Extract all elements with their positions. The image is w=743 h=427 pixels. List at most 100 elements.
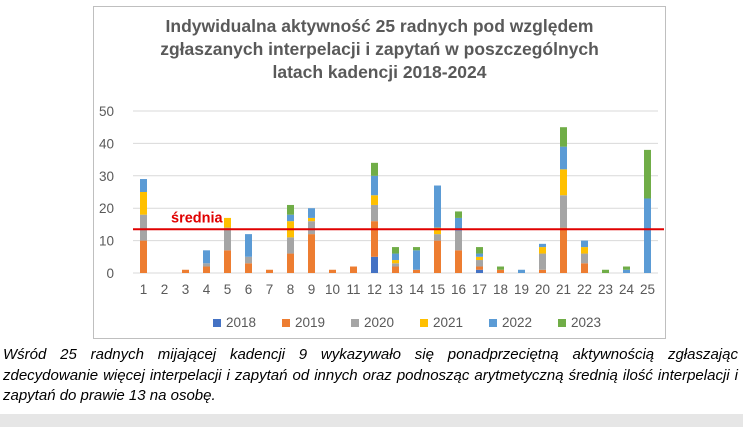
bar-segment-17-2019: [476, 266, 483, 270]
legend-swatch-2019: [282, 319, 290, 327]
bar-segment-18-2019: [497, 269, 504, 273]
x-tick-label-25: 25: [640, 282, 655, 297]
x-tick-label-4: 4: [203, 282, 211, 297]
bar-segment-11-2019: [350, 266, 357, 273]
bar-segment-14-2022: [413, 250, 420, 270]
bar-segment-13-2023: [392, 247, 399, 254]
bar-segment-10-2019: [329, 269, 336, 273]
bar-segment-12-2019: [371, 221, 378, 257]
bar-segment-24-2023: [623, 266, 630, 270]
bar-segment-8-2022: [287, 214, 294, 222]
chart-title-line-1: Indywidualna aktywność 25 radnych pod wz…: [165, 16, 594, 36]
x-tick-label-2: 2: [161, 282, 169, 297]
bar-segment-13-2021: [392, 260, 399, 264]
bar-segment-16-2019: [455, 250, 462, 273]
bar-segment-1-2022: [140, 179, 147, 192]
x-tick-label-8: 8: [287, 282, 295, 297]
bar-segment-1-2020: [140, 214, 147, 241]
bar-segment-1-2019: [140, 240, 147, 273]
x-tick-label-17: 17: [472, 282, 487, 297]
bar-segment-15-2019: [434, 240, 441, 273]
y-tick-label-10: 10: [99, 234, 114, 249]
bar-segment-16-2020: [455, 230, 462, 251]
bar-segment-22-2021: [581, 247, 588, 254]
bar-segment-17-2018: [476, 269, 483, 273]
legend-swatch-2020: [351, 319, 359, 327]
bar-segment-14-2023: [413, 247, 420, 251]
bar-segment-6-2022: [245, 234, 252, 257]
x-tick-label-7: 7: [266, 282, 274, 297]
bar-segment-15-2022: [434, 185, 441, 228]
bar-segment-21-2020: [560, 195, 567, 228]
bar-segment-13-2019: [392, 266, 399, 273]
bottom-bar: [0, 414, 743, 427]
bar-segment-22-2020: [581, 253, 588, 264]
bar-segment-4-2019: [203, 266, 210, 273]
bar-segment-16-2023: [455, 211, 462, 218]
x-tick-label-5: 5: [224, 282, 232, 297]
bar-segment-18-2023: [497, 266, 504, 270]
chart-title-line-3: latach kadencji 2018-2024: [272, 62, 487, 82]
x-tick-label-6: 6: [245, 282, 253, 297]
bar-segment-5-2021: [224, 217, 231, 228]
bar-segment-15-2020: [434, 234, 441, 241]
bar-segment-14-2019: [413, 269, 420, 273]
y-tick-label-50: 50: [99, 104, 114, 119]
bar-segment-25-2023: [644, 149, 651, 199]
figure-caption: Wśród 25 radnych mijającej kadencji 9 wy…: [3, 346, 738, 404]
bar-segment-17-2022: [476, 253, 483, 257]
bar-segment-25-2022: [644, 198, 651, 273]
bar-segment-9-2019: [308, 234, 315, 273]
bar-segment-12-2018: [371, 256, 378, 273]
chart-title-line-2: zgłaszanych interpelacji i zapytań w pos…: [160, 39, 599, 59]
legend-swatch-2021: [420, 319, 428, 327]
bar-segment-12-2022: [371, 175, 378, 196]
bar-segment-8-2023: [287, 204, 294, 215]
x-tick-label-18: 18: [493, 282, 508, 297]
y-tick-label-20: 20: [99, 201, 114, 216]
y-tick-label-30: 30: [99, 169, 114, 184]
bar-segment-6-2020: [245, 256, 252, 264]
bar-segment-24-2022: [623, 269, 630, 273]
bar-segment-20-2021: [539, 247, 546, 254]
x-tick-label-11: 11: [346, 282, 360, 297]
bar-segment-20-2020: [539, 253, 546, 270]
x-tick-label-22: 22: [577, 282, 592, 297]
y-tick-label-40: 40: [99, 136, 114, 151]
legend-swatch-2018: [213, 319, 221, 327]
chart-title: Indywidualna aktywność 25 radnych pod wz…: [94, 15, 665, 84]
bar-segment-1-2021: [140, 192, 147, 215]
bar-segment-17-2023: [476, 247, 483, 254]
x-tick-label-10: 10: [325, 282, 340, 297]
legend-label-2021: 2021: [433, 315, 463, 330]
bar-segment-12-2021: [371, 195, 378, 205]
bar-segment-20-2019: [539, 269, 546, 273]
bar-segment-8-2020: [287, 237, 294, 254]
x-tick-label-12: 12: [367, 282, 382, 297]
bar-segment-9-2021: [308, 217, 315, 222]
legend-swatch-2023: [558, 319, 566, 327]
bar-segment-9-2022: [308, 208, 315, 218]
bar-segment-12-2020: [371, 204, 378, 222]
bar-segment-15-2021: [434, 227, 441, 235]
bar-segment-6-2019: [245, 263, 252, 273]
bar-segment-21-2022: [560, 146, 567, 170]
bar-segment-17-2021: [476, 256, 483, 261]
x-tick-label-16: 16: [451, 282, 466, 297]
bar-segment-23-2023: [602, 269, 609, 273]
bar-segment-21-2023: [560, 127, 567, 147]
bar-segment-22-2022: [581, 240, 588, 248]
legend-swatch-2022: [489, 319, 497, 327]
x-tick-label-15: 15: [430, 282, 445, 297]
bar-segment-7-2019: [266, 269, 273, 273]
bar-segment-8-2019: [287, 253, 294, 273]
legend-label-2019: 2019: [295, 315, 325, 330]
bar-segment-3-2019: [182, 269, 189, 273]
x-tick-label-13: 13: [388, 282, 403, 297]
bar-segment-12-2023: [371, 162, 378, 176]
bar-segment-13-2020: [392, 263, 399, 267]
bar-segment-21-2019: [560, 227, 567, 273]
legend-label-2023: 2023: [571, 315, 601, 330]
bar-segment-4-2020: [203, 263, 210, 267]
